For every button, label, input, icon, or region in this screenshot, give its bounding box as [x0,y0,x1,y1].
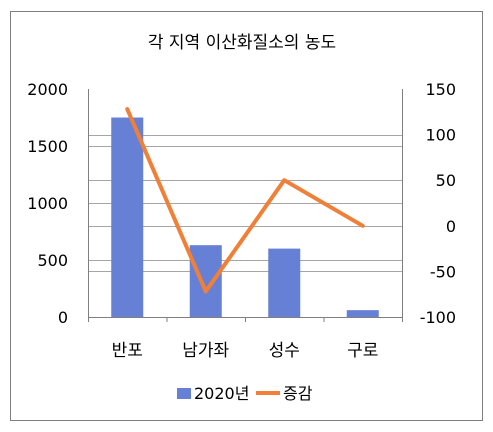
chart-title: 각 지역 이산화질소의 농도 [148,33,336,53]
category-label: 성수 [269,341,300,361]
category-label: 남가좌 [182,341,229,361]
right-tick-label: 100 [425,126,456,145]
legend-bar-swatch [177,388,191,399]
right-tick-label: -100 [420,308,456,327]
left-tick-label: 1500 [27,137,68,156]
right-tick-label: 0 [446,217,456,236]
right-tick-label: 150 [425,80,456,99]
left-axis-ticks: 0 500 1000 1500 2000 [27,80,68,327]
right-tick-label: 50 [436,171,456,190]
bar-series [111,117,379,317]
left-tick-label: 0 [58,308,68,327]
left-tick-label: 500 [37,251,68,270]
legend: 2020년 증감 [177,384,313,403]
axes [88,89,403,322]
category-labels: 반포 남가좌 성수 구로 [112,341,379,361]
bar-구로 [346,310,379,317]
category-label: 구로 [347,341,378,361]
line-series [125,107,365,294]
legend-line-label: 증감 [283,384,313,403]
line-path [125,107,365,294]
left-tick-label: 1000 [27,194,68,213]
legend-bar-label: 2020년 [194,384,249,403]
bar-남가좌 [189,245,222,317]
category-label: 반포 [112,341,143,361]
bar-반포 [111,117,144,317]
bar-성수 [268,248,301,317]
left-tick-label: 2000 [27,80,68,99]
right-tick-label: -50 [430,262,456,281]
right-axis-ticks: -100 -50 0 50 100 150 [420,80,456,327]
